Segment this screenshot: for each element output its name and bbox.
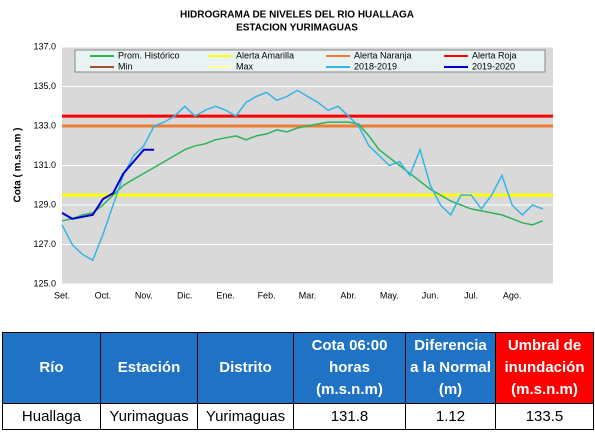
legend-label: Alerta Naranja: [354, 50, 412, 60]
legend-label: 2018-2019: [354, 61, 397, 71]
x-tick-label: Nov.: [135, 290, 153, 300]
series-line: [61, 148, 155, 220]
y-tick-label: 129.0: [33, 199, 56, 209]
table-cell: Huallaga: [2, 403, 101, 430]
y-tick-label: 133.0: [33, 120, 56, 130]
legend-label: Prom. Histórico: [118, 50, 180, 60]
y-tick-label: 137.0: [33, 41, 56, 51]
header-cell: Cota 06:00 horas (m.s.n.m): [293, 332, 406, 404]
table-row: Huallaga Yurimaguas Yurimaguas 131.8 1.12 133…: [2, 403, 594, 430]
y-tick-label: 135.0: [33, 81, 56, 91]
y-tick-label: 125.0: [33, 278, 56, 288]
x-tick-label: Mar.: [299, 290, 317, 300]
header-cell: Distrito: [197, 332, 294, 404]
legend: [74, 49, 546, 73]
series-line: [61, 121, 544, 226]
chart: HIDROGRAMA DE NIVELES DEL RIO HUALLAGA E…: [12, 9, 553, 301]
header-cell: Estación: [100, 332, 198, 404]
x-tick-label: Dic.: [177, 290, 193, 300]
legend-label: 2019-2020: [472, 61, 515, 71]
y-tick-label: 131.0: [33, 160, 56, 170]
legend-label: Max: [236, 61, 254, 71]
y-tick-label: 127.0: [33, 239, 56, 249]
table-cell: 1.12: [405, 403, 496, 430]
legend-label: Alerta Roja: [472, 50, 517, 60]
table: Río Estación Distrito Cota 06:00 horas (m.s…: [2, 332, 594, 430]
legend-label: Alerta Amarilla: [236, 50, 294, 60]
table-cell: Yurimaguas: [197, 403, 294, 430]
x-tick-label: Abr.: [340, 290, 356, 300]
x-tick-label: Set.: [54, 290, 70, 300]
chart-title: HIDROGRAMA DE NIVELES DEL RIO HUALLAGA: [180, 10, 414, 21]
chart-subtitle: ESTACION YURIMAGUAS: [236, 23, 358, 34]
x-tick-label: Jun.: [422, 290, 439, 300]
table-cell: 131.8: [293, 403, 406, 430]
x-tick-label: Ago.: [503, 290, 522, 300]
x-tick-label: Oct.: [95, 290, 112, 300]
x-tick-label: May.: [380, 290, 399, 300]
table-cell: 133.5: [495, 403, 594, 430]
y-axis-label: Cota ( m.s.n.m ): [13, 127, 24, 202]
legend-label: Min: [118, 61, 133, 71]
x-tick-label: Ene.: [216, 290, 235, 300]
header-cell: Umbral de inundación (m.s.n.m): [495, 332, 594, 404]
header-cell: Diferencia a la Normal (m): [405, 332, 496, 404]
table-cell: Yurimaguas: [100, 403, 198, 430]
x-tick-label: Jul.: [464, 290, 478, 300]
series-line: [61, 89, 544, 262]
x-tick-label: Feb.: [258, 290, 276, 300]
header-cell: Río: [2, 332, 101, 404]
table-body: Huallaga Yurimaguas Yurimaguas 131.8 1.12 133…: [2, 403, 594, 430]
header-row: Río Estación Distrito Cota 06:00 horas (m.s…: [2, 332, 594, 404]
